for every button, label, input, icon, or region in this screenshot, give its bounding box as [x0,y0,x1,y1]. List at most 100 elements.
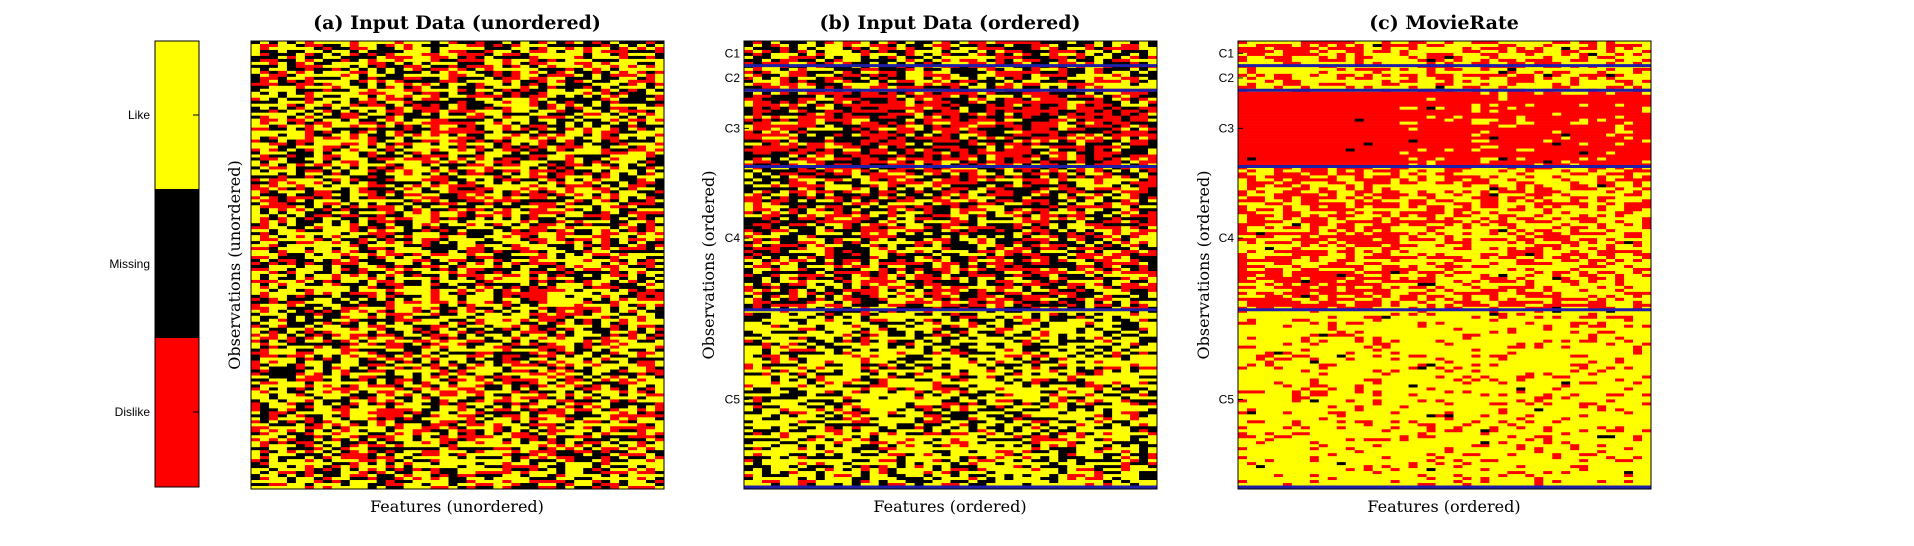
heatmap-cell [314,355,323,358]
heatmap-cell [511,86,520,89]
heatmap-cell [520,181,529,184]
heatmap-cell [359,154,368,157]
heatmap-cell [458,232,467,235]
heatmap-cell [377,274,386,277]
heatmap-cell [377,340,386,343]
heatmap-cell [368,247,377,250]
heatmap-cell [610,355,619,358]
heatmap-cell [296,289,305,292]
heatmap-cell [601,211,610,214]
heatmap-cell [368,355,377,358]
heatmap-cell [314,337,323,340]
heatmap-cell [592,68,601,71]
heatmap-cell [332,172,341,175]
heatmap-cell [314,92,323,95]
heatmap-cell [484,355,493,358]
heatmap-cell [431,62,440,65]
heatmap-cell [646,74,655,77]
heatmap-cell [628,283,637,286]
heatmap-cell [305,304,314,307]
heatmap-cell [601,140,610,143]
heatmap-cell [260,301,269,304]
heatmap-cell [350,157,359,160]
heatmap-cell [646,184,655,187]
heatmap-cell [565,149,574,152]
heatmap-cell [601,265,610,268]
heatmap-cell [296,316,305,319]
heatmap-cell [484,178,493,181]
heatmap-cell [269,361,278,364]
heatmap-cell [440,301,449,304]
heatmap-cell [332,238,341,241]
heatmap-cell [395,169,404,172]
heatmap-cell [332,65,341,68]
heatmap-cell [556,62,565,65]
heatmap-cell [511,232,520,235]
heatmap-cell [278,140,287,143]
heatmap-cell [404,149,413,152]
heatmap-cell [637,50,646,53]
heatmap-cell [484,110,493,113]
heatmap-cell [386,98,395,101]
heatmap-cell [359,337,368,340]
heatmap-cell [583,166,592,169]
heatmap-cell [359,44,368,47]
heatmap-cell [502,89,511,92]
heatmap-cell [583,283,592,286]
heatmap-cell [565,289,574,292]
heatmap-cell [386,295,395,298]
heatmap-cell [646,340,655,343]
heatmap-cell [547,163,556,166]
heatmap-cell [413,241,422,244]
heatmap-cell [628,77,637,80]
heatmap-cell [502,229,511,232]
heatmap-cell [502,146,511,149]
heatmap-cell [466,157,475,160]
heatmap-cell [350,68,359,71]
heatmap-cell [449,262,458,265]
heatmap-cell [637,280,646,283]
heatmap-cell [529,116,538,119]
heatmap-cell [601,113,610,116]
heatmap-cell [592,122,601,125]
heatmap-cell [332,95,341,98]
heatmap-cell [484,44,493,47]
heatmap-cell [502,310,511,313]
heatmap-cell [592,244,601,247]
heatmap-cell [269,304,278,307]
heatmap-cell [458,59,467,62]
heatmap-cell [538,316,547,319]
heatmap-cell [556,304,565,307]
heatmap-cell [583,178,592,181]
heatmap-cell [440,53,449,56]
heatmap-cell [466,125,475,128]
heatmap-cell [251,274,260,277]
heatmap-cell [502,256,511,259]
heatmap-cell [341,107,350,110]
heatmap-cell [637,328,646,331]
heatmap-cell [484,214,493,217]
heatmap-cell [538,262,547,265]
heatmap-cell [386,125,395,128]
heatmap-cell [484,325,493,328]
heatmap-cell [502,56,511,59]
heatmap-cell [377,104,386,107]
heatmap-cell [610,137,619,140]
heatmap-cell [655,256,664,259]
heatmap-cell [404,143,413,146]
heatmap-cell [359,199,368,202]
heatmap-cell [583,104,592,107]
heatmap-cell [619,59,628,62]
heatmap-cell [511,74,520,77]
heatmap-cell [619,154,628,157]
heatmap-cell [520,116,529,119]
heatmap-cell [296,349,305,352]
heatmap-cell [422,211,431,214]
heatmap-cell [538,62,547,65]
heatmap-cell [296,232,305,235]
heatmap-cell [440,146,449,149]
heatmap-cell [431,322,440,325]
heatmap-cell [341,154,350,157]
heatmap-cell [260,283,269,286]
heatmap-cell [601,340,610,343]
